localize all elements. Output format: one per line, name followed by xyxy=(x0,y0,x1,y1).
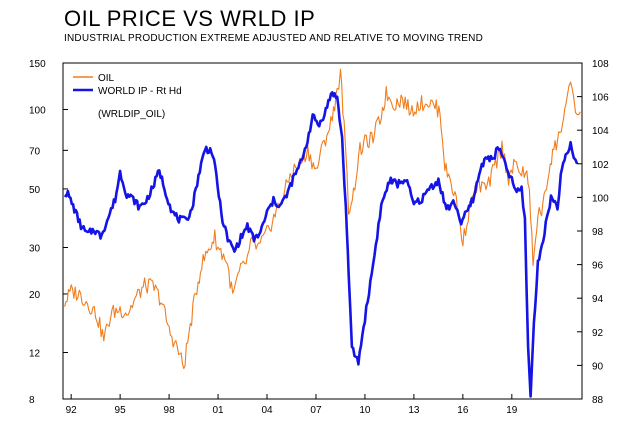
oil-series-line xyxy=(64,68,581,370)
x-tick-label: 13 xyxy=(408,405,420,416)
x-tick-label: 98 xyxy=(164,405,176,416)
x-tick-label: 19 xyxy=(506,405,518,416)
x-tick-label: 95 xyxy=(115,405,127,416)
world-ip-series-line xyxy=(63,91,579,398)
y-right-tick-label: 102 xyxy=(592,160,609,171)
y-right-tick-label: 90 xyxy=(592,361,604,372)
chart-annotation: (WRLDIP_OIL) xyxy=(98,109,165,120)
legend-oil-label: OIL xyxy=(98,73,115,84)
y-right-tick-label: 106 xyxy=(592,93,609,104)
x-tick-label: 16 xyxy=(457,405,469,416)
y-left-tick-label: 30 xyxy=(29,243,41,254)
y-left-tick-label: 12 xyxy=(29,349,41,360)
y-right-tick-label: 108 xyxy=(592,59,609,70)
y-right-tick-label: 92 xyxy=(592,328,604,339)
y-left-tick-label: 8 xyxy=(29,395,35,406)
chart-subtitle: INDUSTRIAL PRODUCTION EXTREME ADJUSTED A… xyxy=(64,33,484,44)
chart-title: OIL PRICE VS WRLD IP xyxy=(64,6,316,31)
y-left-tick-label: 20 xyxy=(29,290,41,301)
y-right-tick-label: 96 xyxy=(592,261,604,272)
y-left-tick-label: 100 xyxy=(29,105,46,116)
y-left-tick-label: 150 xyxy=(29,59,46,70)
x-tick-label: 04 xyxy=(261,405,273,416)
y-right-tick-label: 94 xyxy=(592,294,604,305)
y-right-tick-label: 104 xyxy=(592,126,609,137)
y-right-tick-label: 98 xyxy=(592,227,604,238)
legend-world-ip-label: WORLD IP - Rt Hd xyxy=(98,86,182,97)
y-right-tick-label: 88 xyxy=(592,395,604,406)
x-tick-label: 01 xyxy=(212,405,224,416)
x-tick-label: 92 xyxy=(66,405,78,416)
x-tick-label: 10 xyxy=(359,405,371,416)
y-left-tick-label: 70 xyxy=(29,146,41,157)
y-left-tick-label: 50 xyxy=(29,185,41,196)
x-tick-label: 07 xyxy=(310,405,322,416)
y-right-tick-label: 100 xyxy=(592,193,609,204)
